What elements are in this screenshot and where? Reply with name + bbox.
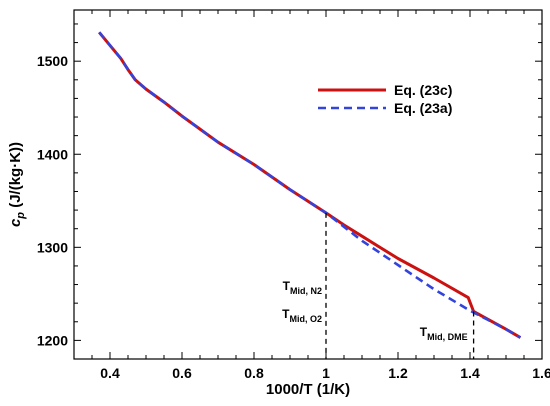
x-tick-label: 1.6	[532, 365, 550, 381]
y-tick-label: 1500	[37, 53, 68, 69]
legend-label-eq23a: Eq. (23a)	[394, 100, 452, 116]
series-line-eq23c	[98, 31, 522, 339]
marker-annotation: TMid, DME	[420, 325, 468, 342]
y-axis-title-main: c	[7, 218, 24, 227]
y-axis-title-unit: (J/(kg·K))	[7, 142, 24, 212]
x-tick-label: 0.6	[172, 365, 192, 381]
x-axis-ticks: 0.4 0.6 0.8 1 1.2 1.4 1.6	[73, 10, 550, 381]
y-axis-ticks: 1200 1300 1400 1500	[37, 23, 542, 360]
x-axis-title: 1000/T (1/K)	[266, 381, 350, 398]
x-tick-label: 1.2	[388, 365, 408, 381]
y-tick-label: 1200	[37, 332, 68, 348]
marker-annotation: TMid, N2	[283, 279, 322, 296]
vertical-markers: TMid, N2 TMid, O2 TMid, DME	[282, 212, 475, 359]
x-tick-label: 1.4	[460, 365, 480, 381]
x-tick-label: 0.4	[100, 365, 120, 381]
marker-annotation: TMid, O2	[282, 307, 322, 324]
x-tick-label: 1	[322, 365, 330, 381]
legend: Eq. (23c) Eq. (23a)	[318, 82, 452, 116]
legend-label-eq23c: Eq. (23c)	[394, 82, 452, 98]
series-layer	[98, 31, 522, 339]
y-tick-label: 1400	[37, 146, 68, 162]
y-axis-title-subscript: p	[15, 212, 27, 220]
y-tick-label: 1300	[37, 239, 68, 255]
y-axis-title: cp (J/(kg·K))	[7, 142, 27, 227]
x-tick-label: 0.8	[244, 365, 264, 381]
